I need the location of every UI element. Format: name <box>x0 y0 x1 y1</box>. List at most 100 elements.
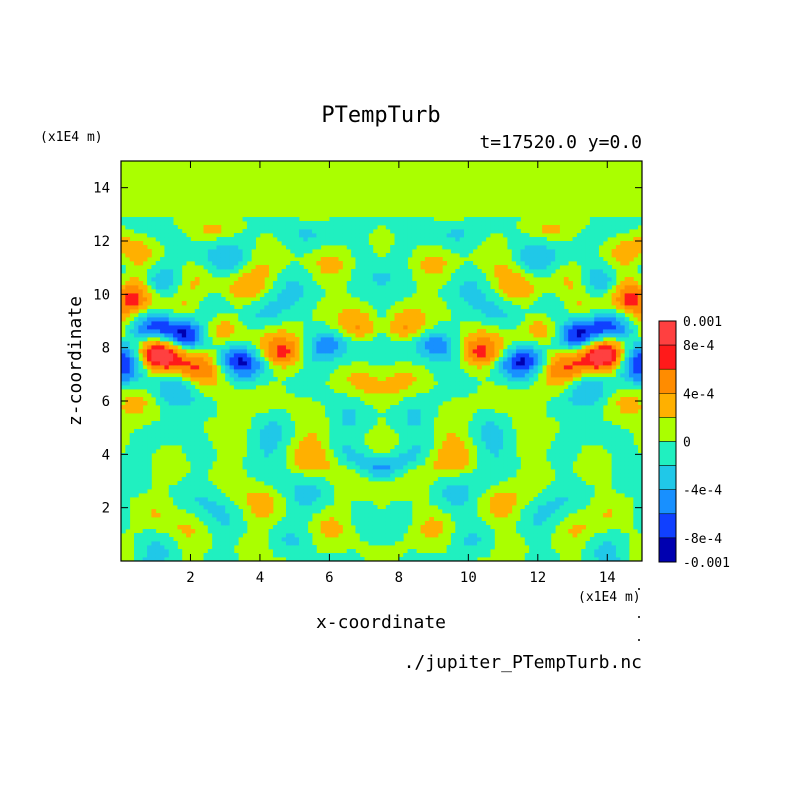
contour-cell <box>411 313 417 318</box>
contour-cell <box>516 377 521 382</box>
contour-cell <box>437 357 443 362</box>
contour-cell <box>216 361 222 366</box>
contour-cell <box>477 529 482 534</box>
contour-cell <box>190 413 196 418</box>
contour-cell <box>442 441 448 446</box>
contour-cell <box>199 321 204 326</box>
contour-cell <box>229 549 235 554</box>
contour-cell <box>598 313 604 318</box>
contour-cell <box>555 365 560 370</box>
contour-cell <box>576 481 582 486</box>
contour-cell <box>285 349 291 354</box>
contour-cell <box>581 389 586 394</box>
contour-cell <box>433 553 439 558</box>
contour-cell <box>581 325 586 330</box>
contour-cell <box>272 289 278 294</box>
contour-cell <box>338 345 343 350</box>
contour-cell <box>442 293 448 298</box>
contour-cell <box>147 429 152 434</box>
contour-cell <box>364 513 369 518</box>
contour-cell <box>563 337 569 342</box>
contour-cell <box>134 457 139 462</box>
contour-cell <box>511 501 517 506</box>
contour-cell <box>285 341 291 346</box>
contour-cell <box>372 345 378 350</box>
contour-cell <box>355 433 361 438</box>
contour-cell <box>511 445 517 450</box>
contour-cell <box>385 289 391 294</box>
contour-cell <box>160 369 165 374</box>
contour-cell <box>151 393 157 398</box>
contour-cell <box>633 489 639 494</box>
contour-cell <box>411 329 417 334</box>
contour-cell <box>620 329 626 334</box>
contour-cell <box>272 537 278 542</box>
contour-cell <box>607 437 613 442</box>
contour-cell <box>320 553 326 558</box>
contour-cell <box>147 537 152 542</box>
contour-cell <box>121 473 126 478</box>
contour-cell <box>615 329 621 334</box>
contour-cell <box>442 477 448 482</box>
contour-cell <box>173 557 178 561</box>
contour-cell <box>307 489 313 494</box>
contour-cell <box>589 345 595 350</box>
contour-cell <box>542 541 547 546</box>
contour-cell <box>325 393 330 398</box>
contour-cell <box>633 297 639 302</box>
contour-cell <box>559 405 565 410</box>
contour-cell <box>290 313 296 318</box>
contour-cell <box>398 297 404 302</box>
contour-cell <box>407 509 413 514</box>
contour-cell <box>351 413 356 418</box>
contour-cell <box>325 525 330 530</box>
contour-cell <box>433 385 439 390</box>
contour-cell <box>533 353 539 358</box>
contour-cell <box>450 369 456 374</box>
contour-cell <box>398 557 404 561</box>
contour-cell <box>398 425 404 430</box>
contour-cell <box>164 369 170 374</box>
contour-cell <box>277 361 283 366</box>
contour-cell <box>455 293 461 298</box>
contour-cell <box>329 553 335 558</box>
contour-cell <box>129 493 135 498</box>
contour-cell <box>516 313 521 318</box>
contour-cell <box>628 365 634 370</box>
contour-cell <box>611 329 617 334</box>
contour-cell <box>203 445 209 450</box>
contour-cell <box>477 533 482 538</box>
contour-cell <box>633 301 639 306</box>
contour-cell <box>255 437 261 442</box>
contour-cell <box>416 413 421 418</box>
contour-cell <box>264 501 270 506</box>
contour-cell <box>225 525 230 530</box>
contour-cell <box>190 493 196 498</box>
contour-cell <box>394 389 400 394</box>
contour-cell <box>177 357 183 362</box>
contour-cell <box>485 313 491 318</box>
contour-cell <box>134 369 139 374</box>
contour-cell <box>511 369 517 374</box>
contour-cell <box>390 469 395 474</box>
contour-cell <box>342 425 348 430</box>
contour-cell <box>329 365 335 370</box>
contour-cell <box>390 501 395 506</box>
contour-cell <box>277 469 283 474</box>
contour-cell <box>511 373 517 378</box>
contour-cell <box>325 413 330 418</box>
contour-cell <box>572 509 578 514</box>
contour-cell <box>194 389 200 394</box>
contour-cell <box>546 345 552 350</box>
contour-cell <box>550 397 556 402</box>
contour-cell <box>181 385 187 390</box>
contour-cell <box>342 557 348 561</box>
contour-cell <box>255 513 261 518</box>
contour-cell <box>186 337 191 342</box>
contour-cell <box>490 445 495 450</box>
contour-cell <box>233 541 239 546</box>
contour-cell <box>281 465 287 470</box>
contour-cell <box>615 449 621 454</box>
contour-cell <box>381 521 387 526</box>
contour-cell <box>290 377 296 382</box>
